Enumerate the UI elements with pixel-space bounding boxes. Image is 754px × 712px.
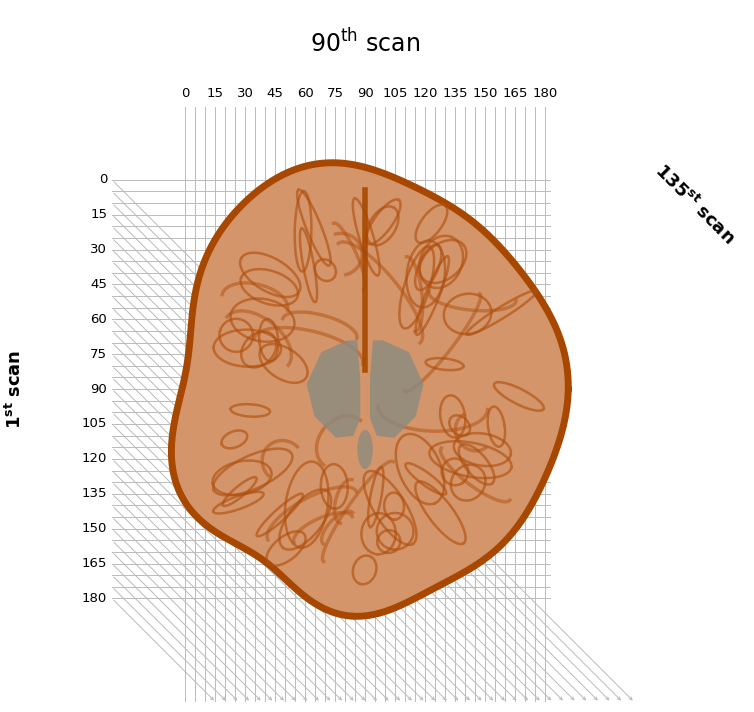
Text: 0: 0 — [99, 173, 107, 187]
Text: 180: 180 — [532, 87, 558, 100]
Text: $90^{\mathrm{th}}$ scan: $90^{\mathrm{th}}$ scan — [310, 29, 420, 58]
Text: 135: 135 — [443, 87, 468, 100]
Text: $\mathbf{1^{st}}$ $\mathbf{scan}$: $\mathbf{1^{st}}$ $\mathbf{scan}$ — [5, 350, 25, 429]
Text: 90: 90 — [357, 87, 373, 100]
Text: 165: 165 — [502, 87, 528, 100]
Polygon shape — [370, 340, 424, 438]
Text: 75: 75 — [326, 87, 344, 100]
Text: 105: 105 — [81, 417, 107, 431]
Text: 120: 120 — [412, 87, 438, 100]
Text: 15: 15 — [207, 87, 223, 100]
Text: 30: 30 — [237, 87, 253, 100]
Ellipse shape — [357, 430, 373, 469]
Text: 150: 150 — [473, 87, 498, 100]
Text: 90: 90 — [90, 382, 107, 396]
Text: 45: 45 — [267, 87, 284, 100]
Text: 60: 60 — [296, 87, 314, 100]
Text: 15: 15 — [90, 208, 107, 221]
Text: 45: 45 — [90, 278, 107, 291]
Polygon shape — [307, 340, 360, 438]
Text: 30: 30 — [90, 243, 107, 256]
Text: 60: 60 — [90, 313, 107, 326]
Text: $\mathbf{135^{st}}$ $\mathbf{scan}$: $\mathbf{135^{st}}$ $\mathbf{scan}$ — [651, 160, 738, 248]
Polygon shape — [176, 167, 564, 612]
Text: 180: 180 — [82, 592, 107, 605]
Text: 135: 135 — [81, 487, 107, 501]
Text: 75: 75 — [90, 347, 107, 361]
Text: 150: 150 — [81, 522, 107, 535]
Text: 120: 120 — [81, 452, 107, 466]
Text: 0: 0 — [181, 87, 189, 100]
Polygon shape — [176, 167, 564, 612]
Text: 165: 165 — [81, 557, 107, 570]
Text: 105: 105 — [382, 87, 408, 100]
